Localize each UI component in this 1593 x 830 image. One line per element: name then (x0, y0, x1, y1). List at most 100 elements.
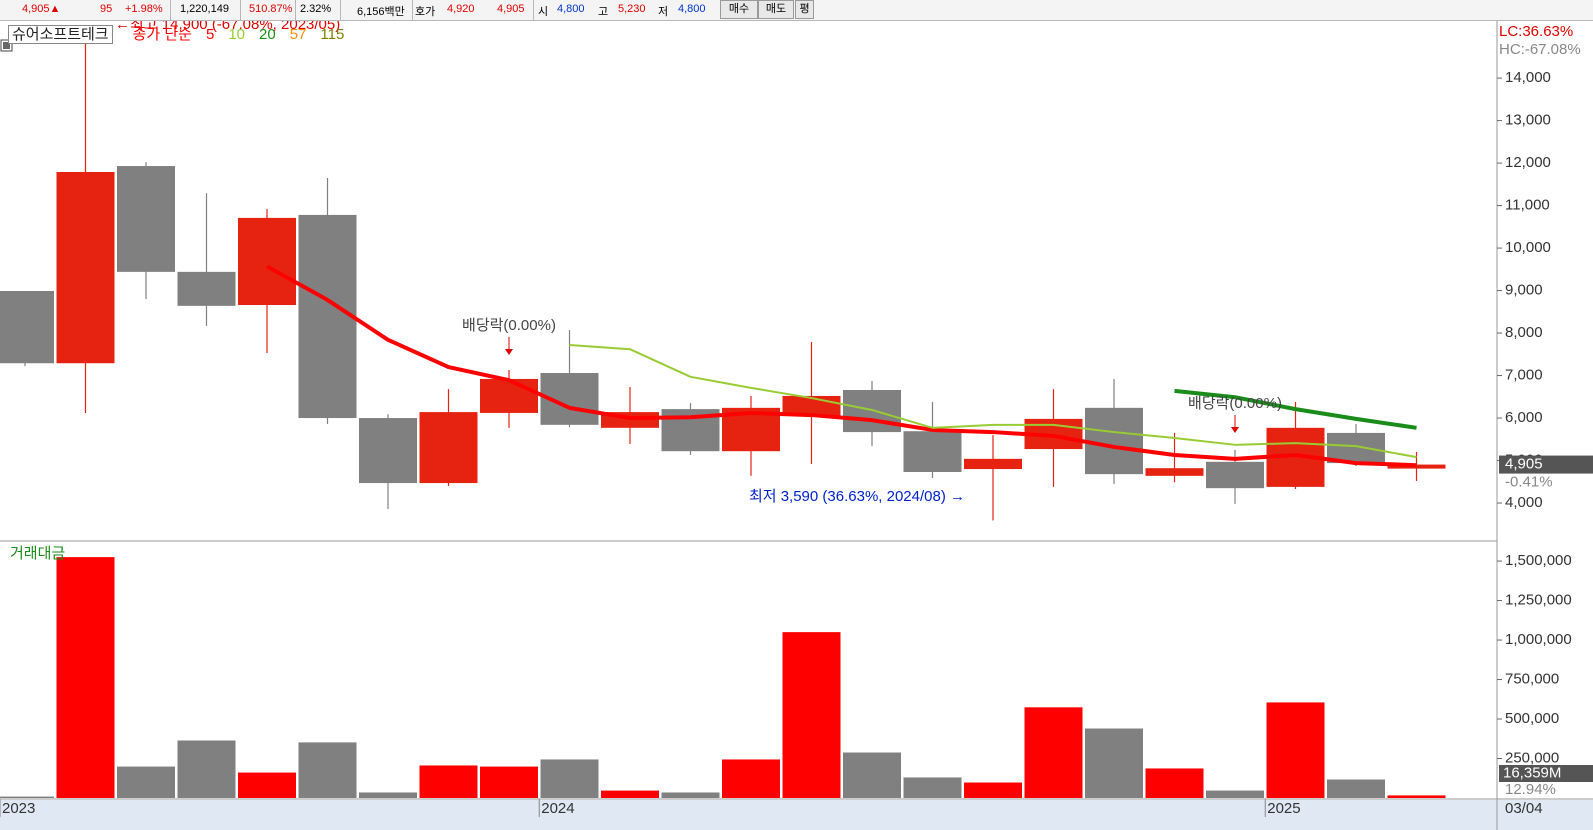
y-tick-label: 9,000 (1505, 282, 1543, 299)
pane-icon (3, 42, 10, 49)
volume-title: 거래대금 (10, 545, 66, 562)
legend-entry: 57 (289, 26, 307, 43)
dividend-note: 배당락(0.00%) (462, 317, 556, 334)
volume-bar (1024, 707, 1083, 798)
ma-line (569, 343, 1417, 459)
turnover: 2.32% (300, 3, 332, 15)
legend-entry: 10 (228, 26, 246, 43)
dividend-arrow-head (505, 349, 513, 355)
y-tick-label: 10,000 (1505, 239, 1551, 256)
dividend-note: 배당락(0.00%) (1188, 395, 1282, 412)
volume-bar (843, 752, 901, 798)
last-price-box (1499, 455, 1593, 474)
price: 4,905▲ (22, 3, 61, 15)
lc-label: LC:36.63% (1499, 23, 1573, 40)
high: 5,230 (618, 3, 646, 15)
volume-bar (0, 796, 54, 798)
pane-icon (0, 39, 13, 52)
candle-body (903, 431, 962, 473)
stock-name: 슈어소프트테크 (8, 25, 113, 44)
low: 4,800 (678, 3, 706, 15)
candle-body (238, 217, 296, 306)
x-tick-label: 2024 (541, 800, 574, 817)
last-price: 4,905 (1505, 456, 1543, 473)
volume-bar (298, 742, 357, 798)
volume-bar (964, 782, 1022, 798)
ma-line (266, 264, 1417, 468)
open-label: 시 (538, 6, 549, 18)
y-tick-label: 1,000,000 (1505, 631, 1572, 648)
candle-body (0, 290, 54, 364)
candle-body (480, 378, 538, 413)
y-tick-label: 1,250,000 (1505, 592, 1572, 609)
last-pct: -0.41% (1505, 474, 1553, 491)
volume-bar (540, 759, 599, 798)
volume-bar (1387, 795, 1446, 798)
x-tick-label: 2023 (2, 800, 35, 817)
volume-bar (903, 777, 962, 798)
last-volume-pct: 12.94% (1505, 781, 1556, 798)
candle-body (117, 166, 175, 272)
quote-label: 호가 (415, 6, 436, 18)
x-tick-label: 2025 (1267, 800, 1300, 817)
candle-body (298, 214, 357, 419)
change: 95 (100, 3, 113, 15)
candle-body (964, 458, 1022, 470)
y-tick-label: 8,000 (1505, 324, 1543, 341)
y-tick-label: 1,500,000 (1505, 552, 1572, 569)
volume-bar (56, 557, 115, 798)
y-tick-label: 7,000 (1505, 367, 1543, 384)
volume-bar (782, 632, 841, 798)
volume-bar (1206, 790, 1264, 798)
legend-entry: 115 (320, 26, 345, 43)
y-tick-label: 250,000 (1505, 749, 1559, 766)
candle-body (1145, 468, 1204, 476)
y-tick-label: 750,000 (1505, 670, 1559, 687)
y-tick-label: 14,000 (1505, 69, 1551, 86)
volume-bar (117, 766, 175, 798)
high-note: ←최고 14,900 (-67.08%, 2023/05) (115, 21, 340, 33)
y-tick-label: 500,000 (1505, 710, 1559, 727)
candle-body (1206, 461, 1264, 489)
volume-bar (419, 765, 478, 798)
date-label: 03/04 (1505, 800, 1543, 817)
chart: 4,0005,0006,0007,0008,0009,00010,00011,0… (0, 21, 1593, 830)
volume-bar (601, 790, 659, 798)
volume-bar (1327, 779, 1385, 798)
volume-bar (1145, 768, 1204, 798)
ma-line (1174, 388, 1417, 430)
candle-body (359, 418, 417, 484)
bid: 4,905 (497, 3, 525, 15)
volume-bar (359, 792, 417, 798)
y-tick-label: 13,000 (1505, 112, 1551, 129)
volume-ratio: 510.87% (249, 3, 293, 15)
y-tick-label: 11,000 (1505, 197, 1550, 214)
buy-button[interactable]: 매수 (720, 0, 758, 19)
dividend-arrow-head (1231, 427, 1239, 433)
amount: 6,156백만 (357, 6, 405, 18)
ma-label: 종가 단순 (132, 26, 192, 43)
candle-body (177, 271, 236, 306)
change-pct: +1.98% (125, 3, 163, 15)
sell-button[interactable]: 매도 (758, 0, 794, 19)
candle-body (56, 172, 115, 364)
high-label: 고 (598, 6, 609, 18)
volume-bar (480, 766, 538, 798)
y-tick-label: 12,000 (1505, 154, 1551, 171)
y-tick-label: 6,000 (1505, 409, 1543, 426)
eval-button[interactable]: 평 (795, 0, 814, 19)
volume-bar (722, 759, 780, 798)
volume: 1,220,149 (180, 3, 229, 15)
last-volume: 16,359M (1503, 764, 1561, 781)
legend-entry: 20 (259, 26, 276, 43)
candle-body (1327, 432, 1385, 464)
y-tick-label: 4,000 (1505, 494, 1543, 511)
x-axis-strip (0, 800, 1593, 830)
last-volume-box (1499, 765, 1593, 782)
candle-body (843, 389, 901, 433)
low-note: 최저 3,590 (36.63%, 2024/08) → (749, 488, 965, 505)
candle-body (419, 412, 478, 484)
low-label: 저 (658, 6, 669, 18)
legend: 슈어소프트테크 종가 단순 5 10 20 57 115 (8, 23, 358, 44)
candle-body (1387, 464, 1446, 469)
